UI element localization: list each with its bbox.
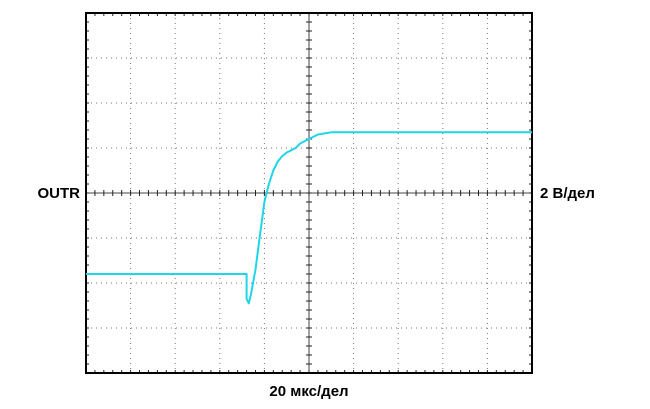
horizontal-scale-label: 20 мкс/дел	[269, 383, 348, 400]
vertical-scale-label: 2 В/дел	[540, 185, 595, 202]
signal-trace	[86, 131, 532, 305]
plot-frame	[85, 12, 533, 374]
channel-label: OUTR	[38, 185, 81, 202]
